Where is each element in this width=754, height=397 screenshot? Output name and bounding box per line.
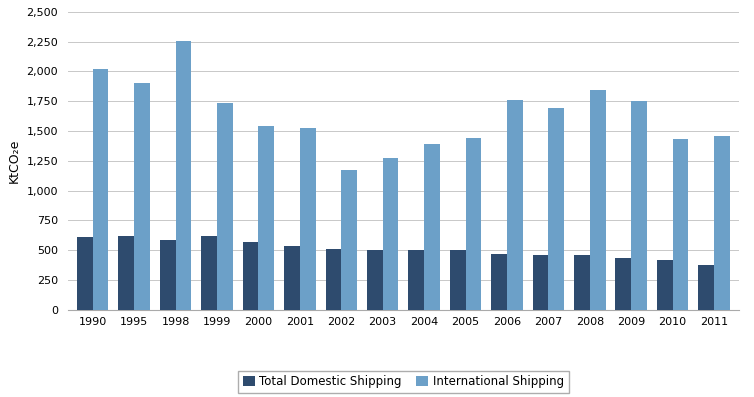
Bar <box>673 139 688 310</box>
Bar <box>134 83 150 310</box>
Bar <box>284 246 300 310</box>
Bar <box>491 254 507 310</box>
Bar <box>615 258 631 310</box>
Bar <box>259 125 274 310</box>
Bar <box>590 90 605 310</box>
Bar <box>548 108 564 310</box>
Y-axis label: KtCO₂e: KtCO₂e <box>8 139 21 183</box>
Bar <box>176 41 192 310</box>
Bar <box>424 143 440 310</box>
Bar <box>657 260 673 310</box>
Bar <box>326 249 342 310</box>
Bar <box>383 158 398 310</box>
Bar <box>217 103 233 310</box>
Bar <box>93 69 109 310</box>
Bar <box>532 255 548 310</box>
Bar <box>409 250 424 310</box>
Bar <box>574 255 590 310</box>
Bar <box>631 101 647 310</box>
Bar <box>300 128 316 310</box>
Bar <box>367 250 383 310</box>
Legend: Total Domestic Shipping, International Shipping: Total Domestic Shipping, International S… <box>238 371 569 393</box>
Bar <box>118 236 134 310</box>
Bar <box>77 237 93 310</box>
Bar <box>450 250 465 310</box>
Bar <box>507 100 523 310</box>
Bar <box>698 265 714 310</box>
Bar <box>160 240 176 310</box>
Bar <box>342 170 357 310</box>
Bar <box>465 138 481 310</box>
Bar <box>714 137 730 310</box>
Bar <box>243 242 259 310</box>
Bar <box>201 237 217 310</box>
